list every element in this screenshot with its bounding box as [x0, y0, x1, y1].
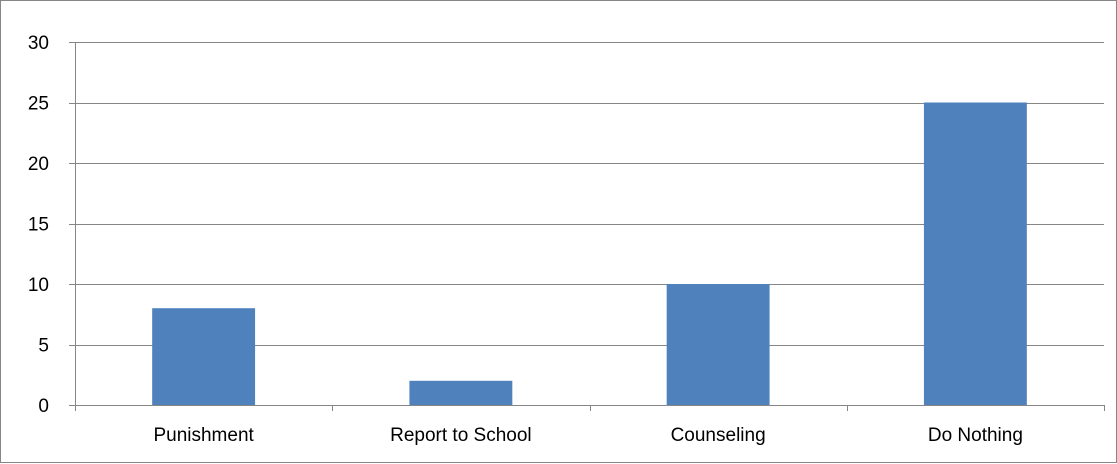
axes: [69, 42, 1105, 411]
y-tick-labels: 0 5 10 15 20 25 30: [28, 33, 49, 417]
bar-punishment: [152, 308, 256, 405]
x-tick-label: Punishment: [153, 425, 254, 446]
y-tick-label: 0: [38, 396, 49, 417]
y-tick-label: 10: [28, 275, 49, 296]
x-tick-label: Do Nothing: [928, 425, 1023, 446]
x-tick-label: Report to School: [390, 425, 532, 446]
bar-counseling: [666, 284, 770, 405]
y-tick-label: 25: [28, 94, 49, 115]
y-tick-label: 30: [28, 33, 49, 54]
x-tick-label: Counseling: [671, 425, 766, 446]
y-tick-label: 5: [38, 336, 49, 357]
bar-do-nothing: [923, 102, 1027, 405]
x-tick-labels: Punishment Report to School Counseling Do N…: [153, 425, 1022, 446]
y-tick-label: 20: [28, 154, 49, 175]
bars: [152, 102, 1027, 405]
y-tick-label: 15: [28, 215, 49, 236]
bar-report-to-school: [409, 380, 513, 405]
